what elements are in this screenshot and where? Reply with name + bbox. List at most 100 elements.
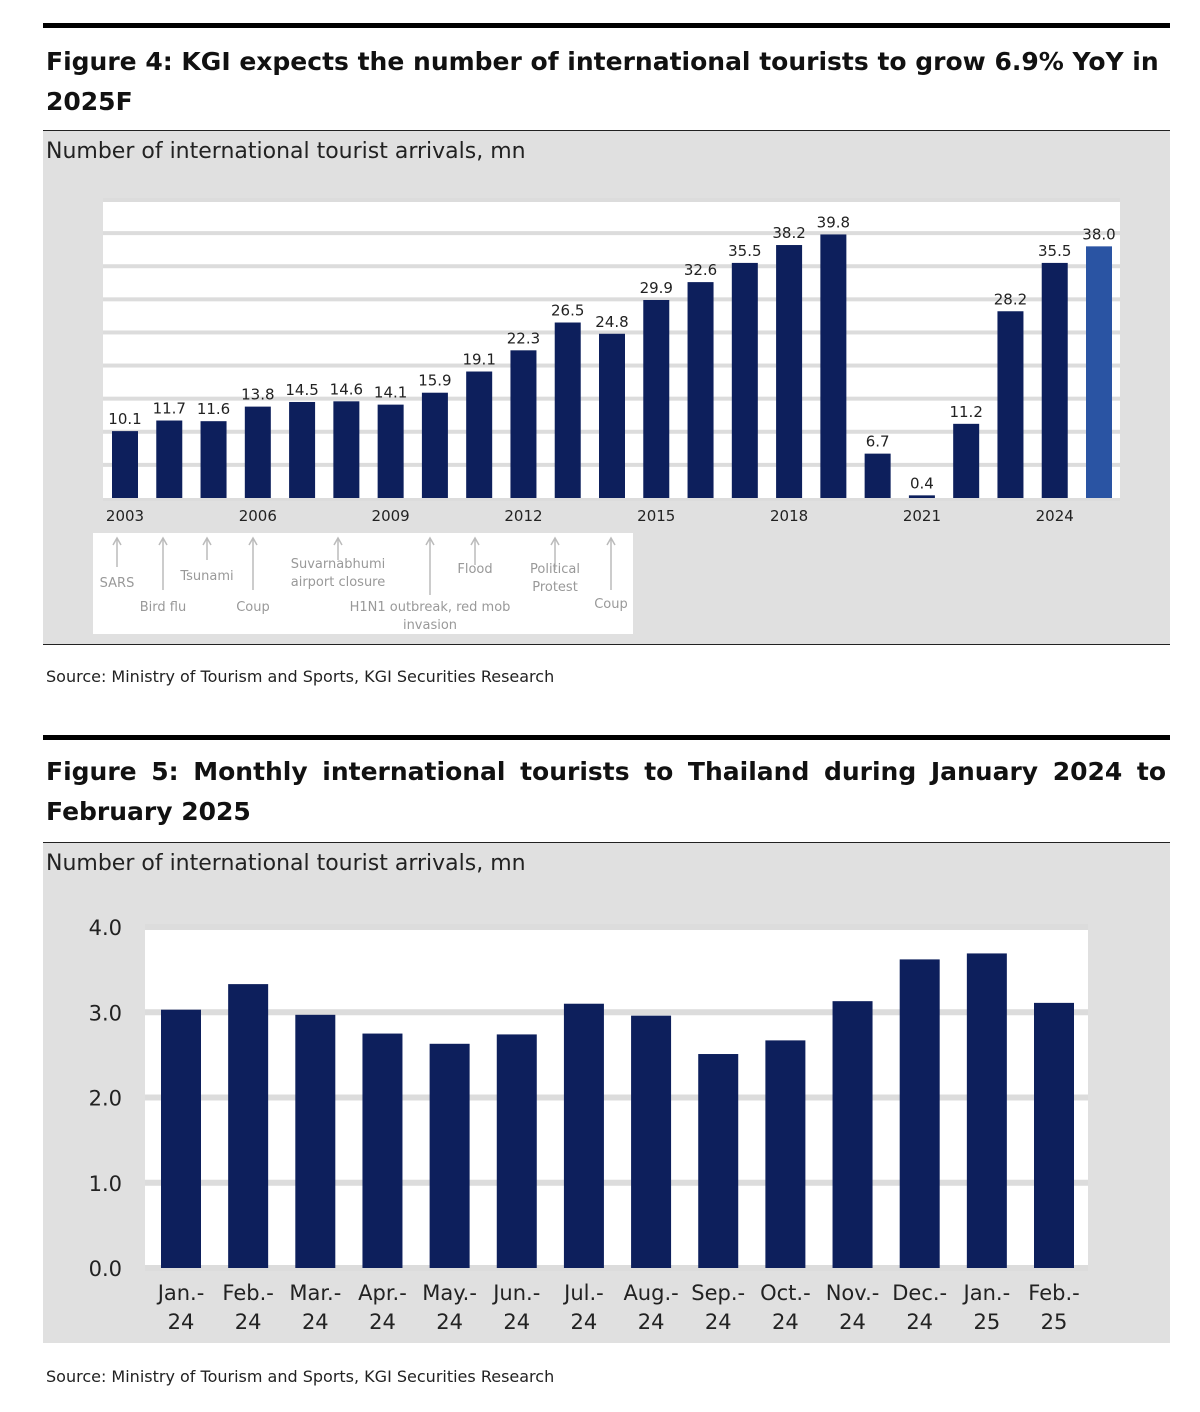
fig5-x-tick-label: 24: [235, 1310, 262, 1334]
fig5-bar-9: [765, 1040, 806, 1268]
fig5-x-tick-label: 24: [168, 1310, 195, 1334]
fig4-data-label: 35.5: [728, 242, 761, 260]
fig5-bar-8: [698, 1054, 739, 1268]
fig5-gridline: [145, 1094, 1088, 1101]
fig5-x-tick-label: Sep.-: [691, 1281, 745, 1305]
fig5-y-tick-label: 1.0: [89, 1172, 122, 1196]
fig5-gridline: [145, 1179, 1088, 1186]
fig5-bar-4: [429, 1043, 470, 1268]
fig4-bar-2007: [289, 401, 316, 498]
fig5-x-tick-label: Oct.-: [760, 1281, 811, 1305]
fig4-bar-2014: [599, 333, 625, 498]
fig5-x-tick-label: 24: [302, 1310, 329, 1334]
fig4-bar-2019: [820, 234, 847, 499]
fig4-x-tick-label: 2012: [504, 507, 542, 525]
fig5-bar-6: [563, 1003, 604, 1268]
fig5-y-tick-label: 4.0: [89, 916, 122, 940]
fig4-data-label: 6.7: [866, 433, 890, 451]
figure5-top-rule: [43, 735, 1170, 740]
fig4-data-label: 38.0: [1082, 225, 1115, 243]
fig4-data-label: 22.3: [507, 329, 540, 347]
fig5-x-tick-label: Apr.-: [358, 1281, 407, 1305]
fig5-x-tick-label: 25: [1041, 1310, 1068, 1334]
fig4-data-label: 24.8: [595, 313, 628, 331]
fig5-bar-12: [966, 953, 1007, 1268]
fig5-bar-5: [496, 1034, 537, 1268]
fig4-baseline: [103, 498, 1120, 501]
fig5-x-tick-label: Mar.-: [289, 1281, 341, 1305]
fig4-data-label: 28.2: [994, 290, 1027, 308]
fig4-annotation-label: SARS: [100, 576, 135, 591]
fig4-data-label: 26.5: [551, 302, 584, 320]
fig4-x-tick-label: 2021: [903, 507, 941, 525]
fig5-bar-1: [228, 984, 269, 1268]
fig4-annotation-label: Suvarnabhumi: [291, 557, 385, 572]
fig5-x-tick-label: 24: [839, 1310, 866, 1334]
fig5-bar-0: [161, 1009, 201, 1268]
fig5-gridline: [145, 1265, 1088, 1271]
fig5-x-tick-label: 24: [503, 1310, 530, 1334]
fig5-gridline: [145, 924, 1088, 930]
fig4-x-tick-label: 2009: [372, 507, 410, 525]
fig4-annotation-label: Coup: [594, 597, 628, 612]
fig4-bar-2008: [333, 401, 360, 498]
fig5-x-tick-label: Dec.-: [892, 1281, 947, 1305]
fig4-bar-2023: [997, 311, 1024, 498]
fig4-bar-2011: [466, 371, 493, 498]
fig5-x-tick-label: Jan.-: [156, 1281, 205, 1305]
fig4-data-label: 14.1: [374, 384, 407, 402]
fig5-bar-2: [295, 1014, 336, 1268]
fig4-arrowhead-icon: [333, 536, 343, 546]
fig5-x-tick-label: Feb.-: [1028, 1281, 1079, 1305]
fig4-bar-2006: [244, 406, 271, 498]
fig4-bar-2025F: [1086, 246, 1112, 498]
fig4-bar-2016: [687, 282, 714, 498]
figure5-title-rule: [43, 842, 1170, 843]
fig4-data-label: 14.6: [330, 380, 363, 398]
fig4-arrowhead-icon: [248, 536, 258, 546]
fig4-annotation-label: Protest: [532, 580, 578, 595]
fig4-annotation-label: invasion: [403, 618, 457, 633]
fig5-x-tick-label: Jul.-: [562, 1281, 604, 1305]
figure4-title-rule: [43, 130, 1170, 131]
fig5-y-tick-label: 3.0: [89, 1001, 122, 1025]
fig4-x-tick-label: 2006: [239, 507, 277, 525]
fig5-x-tick-label: 24: [369, 1310, 396, 1334]
fig4-gridline: [103, 231, 1120, 236]
fig4-bar-2009: [377, 404, 404, 498]
fig5-x-tick-label: 24: [705, 1310, 732, 1334]
fig4-arrowhead-icon: [112, 536, 122, 546]
fig5-x-tick-label: 24: [906, 1310, 933, 1334]
fig4-annotation-label: Political: [530, 562, 580, 577]
fig5-x-tick-label: 24: [772, 1310, 799, 1334]
fig4-arrowhead-icon: [550, 536, 560, 546]
fig4-gridline: [103, 198, 1120, 202]
fig4-bar-2003: [112, 431, 138, 498]
fig4-bar-2022: [953, 423, 980, 498]
fig4-bar-2004: [156, 420, 183, 498]
fig5-gridline: [145, 1009, 1088, 1016]
fig5-x-tick-label: 24: [638, 1310, 665, 1334]
fig5-bar-13: [1034, 1002, 1074, 1268]
fig5-bar-11: [899, 959, 940, 1268]
fig5-bar-3: [362, 1033, 403, 1268]
fig4-annotation-label: Tsunami: [179, 569, 233, 584]
fig4-annotation-label: H1N1 outbreak, red mob: [350, 600, 511, 615]
fig4-bar-2010: [421, 392, 448, 498]
fig4-bar-2018: [776, 245, 803, 498]
fig4-data-label: 14.5: [285, 381, 318, 399]
fig4-annotation-label: Coup: [236, 600, 270, 615]
fig4-annotation-label: Flood: [457, 562, 492, 577]
figure5-source: Source: Ministry of Tourism and Sports, …: [46, 1367, 555, 1386]
fig4-data-label: 35.5: [1038, 242, 1071, 260]
figure4-source: Source: Ministry of Tourism and Sports, …: [46, 667, 555, 686]
fig5-x-tick-label: Jan.-: [962, 1281, 1011, 1305]
fig4-data-label: 39.8: [817, 213, 850, 231]
fig4-data-label: 0.4: [910, 474, 934, 492]
fig5-x-tick-label: May.-: [422, 1281, 477, 1305]
fig4-data-label: 10.1: [108, 410, 141, 428]
fig5-x-tick-label: 25: [973, 1310, 1000, 1334]
fig5-bar-7: [631, 1015, 672, 1268]
fig4-bar-2024: [1041, 262, 1068, 498]
